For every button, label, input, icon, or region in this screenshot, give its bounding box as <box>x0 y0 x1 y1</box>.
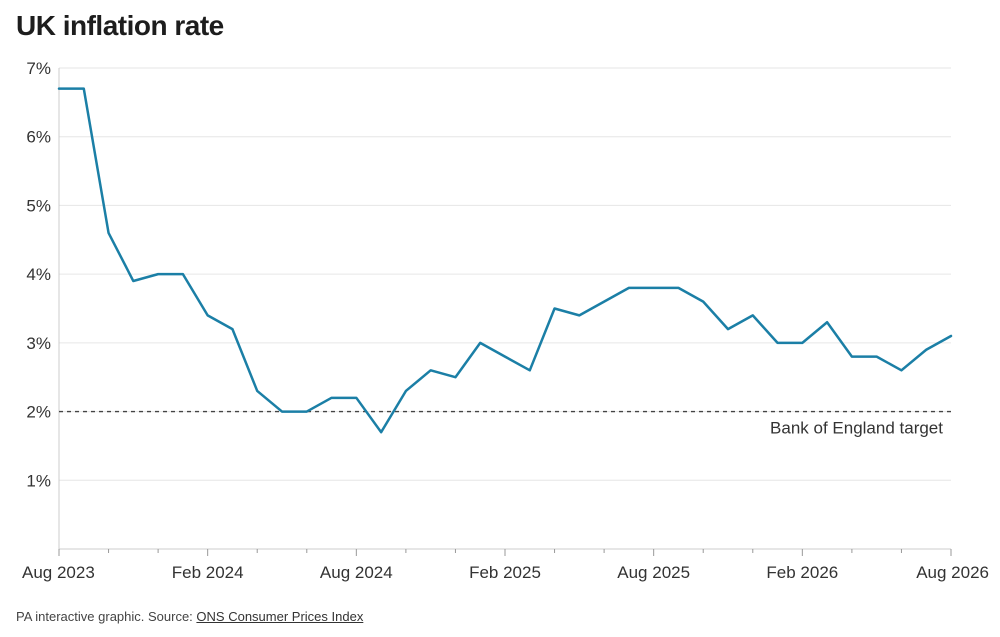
x-tick-label: Aug 2026 <box>916 563 989 582</box>
series-line <box>57 87 953 434</box>
reference-line-label: Bank of England target <box>770 419 943 438</box>
y-tick-label: 3% <box>26 334 51 353</box>
inflation-line-chart: Bank of England target 7% 6% 5% 4% 3% 2% 1% Aug… <box>22 59 989 582</box>
x-tick-label: Feb 2024 <box>172 563 244 582</box>
reference-line-group: Bank of England target <box>59 410 951 438</box>
footer: PA interactive graphic. Source: ONS Cons… <box>16 609 363 624</box>
y-tick-label: 1% <box>26 471 51 490</box>
x-tick-label: Aug 2025 <box>617 563 690 582</box>
footer-credit: PA interactive graphic. Source: <box>16 609 197 624</box>
x-tick-label: Feb 2025 <box>469 563 541 582</box>
x-tick-label: Feb 2026 <box>766 563 838 582</box>
y-tick-label: 6% <box>26 128 51 147</box>
y-tick-label: 5% <box>26 196 51 215</box>
source-link[interactable]: ONS Consumer Prices Index <box>196 609 364 624</box>
grid-lines <box>59 67 951 481</box>
x-tick-label: Aug 2023 <box>22 563 95 582</box>
axes <box>58 68 952 556</box>
y-tick-label: 4% <box>26 265 51 284</box>
series-group <box>57 87 953 434</box>
x-tick-label: Aug 2024 <box>320 563 393 582</box>
y-tick-label: 2% <box>26 403 51 422</box>
tick-labels: 7% 6% 5% 4% 3% 2% 1% Aug 2023 Feb 2024 Aug 2024 Fe… <box>22 59 989 582</box>
y-tick-label: 7% <box>26 59 51 78</box>
chart-title: UK inflation rate <box>16 10 224 41</box>
